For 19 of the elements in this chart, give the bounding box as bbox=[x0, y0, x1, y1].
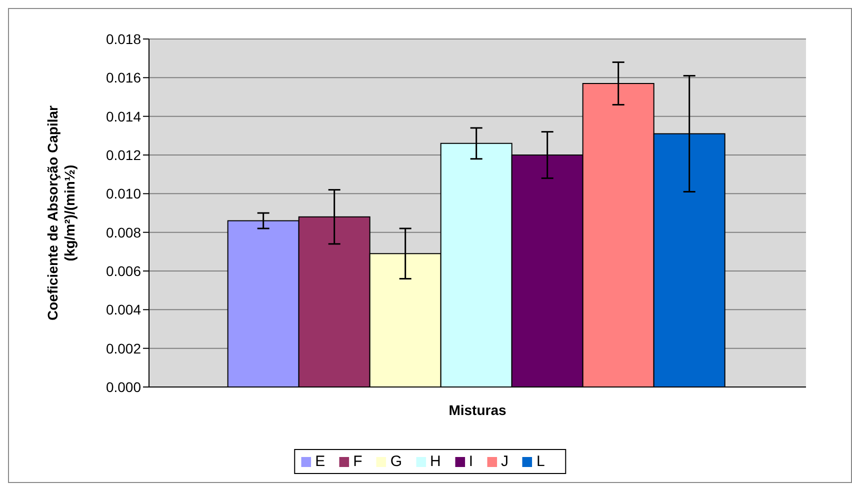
legend-label: G bbox=[390, 453, 402, 470]
y-tick-label: 0.000 bbox=[106, 378, 142, 395]
x-axis-title: Misturas bbox=[448, 402, 506, 418]
y-tick-label: 0.008 bbox=[106, 224, 142, 240]
y-tick-label: 0.004 bbox=[106, 302, 142, 318]
legend-label: L bbox=[536, 453, 545, 470]
y-tick-label: 0.010 bbox=[106, 186, 142, 202]
y-tick-label: 0.012 bbox=[106, 146, 142, 163]
y-tick-label: 0.002 bbox=[106, 340, 142, 356]
y-tick-label: 0.018 bbox=[106, 30, 142, 47]
y-tick-label: 0.014 bbox=[106, 108, 142, 124]
legend-label: F bbox=[353, 453, 362, 470]
legend-label: E bbox=[315, 453, 326, 470]
legend-label: I bbox=[468, 453, 474, 470]
legend-label: J bbox=[501, 453, 509, 470]
y-axis-title: Coeficiente de Absorção Capilar (kg/m²)/(min½) bbox=[44, 104, 78, 320]
y-tick-label: 0.016 bbox=[106, 70, 142, 86]
y-tick-label: 0.006 bbox=[106, 262, 142, 279]
legend-label: H bbox=[430, 453, 441, 470]
